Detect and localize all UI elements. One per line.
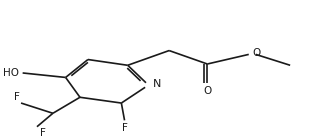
Text: F: F xyxy=(40,128,46,138)
Text: F: F xyxy=(14,92,19,102)
Text: N: N xyxy=(153,79,162,89)
Text: O: O xyxy=(203,86,212,95)
Text: HO: HO xyxy=(4,68,19,78)
Text: O: O xyxy=(252,48,260,58)
Text: F: F xyxy=(122,123,128,133)
